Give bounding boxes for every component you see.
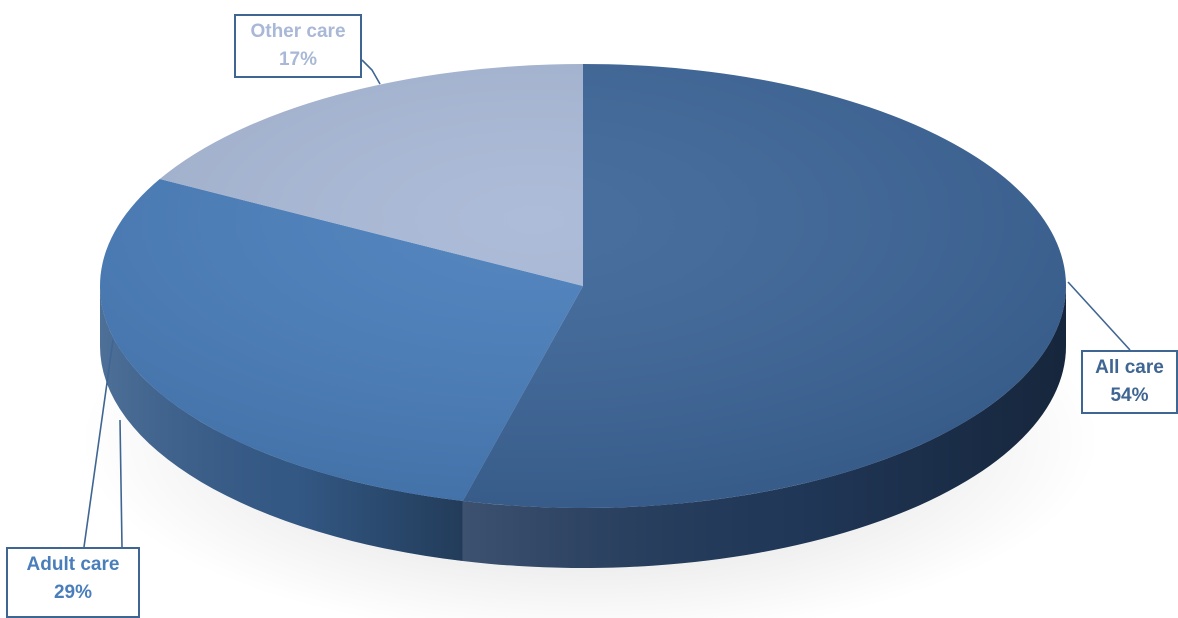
- pie-side-shade-all-care: [462, 286, 1066, 568]
- data-label-all-care: All care 54%: [1081, 350, 1178, 414]
- data-label-other-care: Other care 17%: [234, 14, 362, 78]
- slice-label-other-care: Other care: [250, 21, 346, 42]
- pie-top-shade: [100, 64, 1066, 508]
- slice-value-all-care: 54%: [1110, 385, 1149, 406]
- slice-value-other-care: 17%: [278, 49, 318, 70]
- leader-other-care: [361, 59, 381, 85]
- slice-label-adult-care: Adult care: [26, 554, 120, 575]
- pie-side-shade-adult-care: [100, 286, 463, 562]
- slice-label-all-care: All care: [1095, 357, 1164, 378]
- leader-all-care: [1067, 281, 1131, 351]
- leader-adult-care-2: [119, 419, 123, 548]
- data-label-adult-care: Adult care 29%: [6, 547, 140, 618]
- slice-value-adult-care: 29%: [53, 582, 93, 603]
- leader-adult-care: [83, 339, 114, 548]
